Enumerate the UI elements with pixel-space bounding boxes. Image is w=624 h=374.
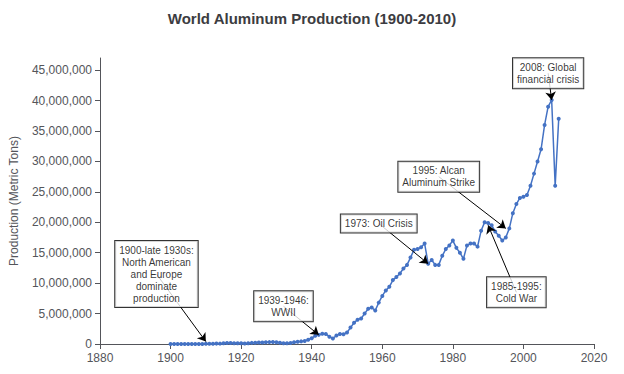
svg-text:45,000,000: 45,000,000 <box>32 63 92 77</box>
svg-text:30,000,000: 30,000,000 <box>32 154 92 168</box>
svg-text:Production (Metric Tons): Production (Metric Tons) <box>7 136 21 266</box>
svg-text:5,000,000: 5,000,000 <box>39 307 93 321</box>
svg-text:Cold War: Cold War <box>496 293 538 304</box>
svg-text:production: production <box>133 293 180 304</box>
svg-text:1939-1946:: 1939-1946: <box>258 295 309 306</box>
svg-text:1995: Alcan: 1995: Alcan <box>413 165 465 176</box>
svg-text:1940: 1940 <box>298 351 325 365</box>
svg-text:10,000,000: 10,000,000 <box>32 276 92 290</box>
svg-text:2008: Global: 2008: Global <box>520 62 577 73</box>
svg-text:North American: North American <box>122 257 191 268</box>
svg-text:1880: 1880 <box>87 351 114 365</box>
svg-text:World Aluminum Production (190: World Aluminum Production (1900-2010) <box>168 10 456 27</box>
svg-text:and Europe: and Europe <box>131 269 183 280</box>
svg-text:1973: Oil Crisis: 1973: Oil Crisis <box>345 218 413 229</box>
svg-text:financial crisis: financial crisis <box>517 74 579 85</box>
svg-text:35,000,000: 35,000,000 <box>32 124 92 138</box>
svg-text:1920: 1920 <box>228 351 255 365</box>
svg-text:25,000,000: 25,000,000 <box>32 185 92 199</box>
svg-text:1900-late 1930s:: 1900-late 1930s: <box>119 245 194 256</box>
svg-text:0: 0 <box>85 337 92 351</box>
svg-text:1960: 1960 <box>369 351 396 365</box>
svg-text:2020: 2020 <box>581 351 608 365</box>
svg-text:2000: 2000 <box>510 351 537 365</box>
svg-text:1980: 1980 <box>440 351 467 365</box>
svg-text:20,000,000: 20,000,000 <box>32 215 92 229</box>
svg-text:40,000,000: 40,000,000 <box>32 94 92 108</box>
svg-text:15,000,000: 15,000,000 <box>32 246 92 260</box>
svg-text:Aluminum Strike: Aluminum Strike <box>402 177 475 188</box>
svg-text:1900: 1900 <box>157 351 184 365</box>
svg-text:WWII: WWII <box>271 307 295 318</box>
svg-text:dominate: dominate <box>136 281 178 292</box>
svg-text:1985-1995:: 1985-1995: <box>491 281 542 292</box>
